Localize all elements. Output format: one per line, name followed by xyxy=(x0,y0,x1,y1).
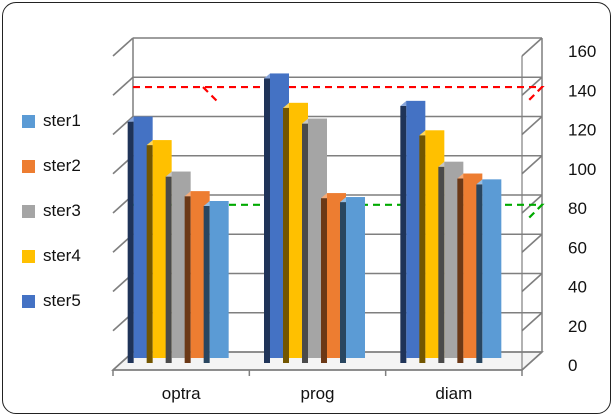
bar-side-face xyxy=(146,145,153,363)
bar-ster1-prog xyxy=(340,197,365,363)
x-tick-label-diam: diam xyxy=(435,384,472,403)
y-tick-label: 0 xyxy=(568,356,577,375)
bar-side-face xyxy=(340,202,346,363)
gridline-side-left xyxy=(112,37,134,57)
gridline-side xyxy=(521,233,543,253)
bar-side-face xyxy=(264,78,270,363)
reference-line-1 xyxy=(133,85,545,102)
x-tick-label-prog: prog xyxy=(300,384,334,403)
legend-swatch-ster2 xyxy=(22,160,35,173)
bar-side-face xyxy=(127,121,134,363)
bar-front-face xyxy=(346,197,365,358)
bar-side-face xyxy=(302,123,308,363)
y-tick-label: 160 xyxy=(568,42,596,61)
y-tick-label: 20 xyxy=(568,317,587,336)
bar-side-face xyxy=(283,107,289,363)
legend-label-ster4: ster4 xyxy=(43,246,81,265)
y-tick-label: 100 xyxy=(568,160,596,179)
y-tick-label: 60 xyxy=(568,238,587,257)
bar-side-face xyxy=(419,135,426,363)
y-tick-label: 120 xyxy=(568,121,596,140)
legend-label-ster1: ster1 xyxy=(43,111,81,130)
y-tick-label: 40 xyxy=(568,278,587,297)
legend-swatch-ster3 xyxy=(22,205,35,218)
legend-swatch-ster5 xyxy=(22,295,35,308)
gridline-side xyxy=(521,37,543,57)
bar-side-face xyxy=(165,176,172,363)
y-tick-label: 80 xyxy=(568,199,587,218)
gridline-side xyxy=(521,155,543,175)
gridline-side xyxy=(521,115,543,136)
x-tick-label-optra: optra xyxy=(162,384,201,403)
y-tick-label: 140 xyxy=(568,81,596,100)
legend-swatch-ster1 xyxy=(22,115,35,128)
gridline-side xyxy=(521,351,543,371)
bar-front-face xyxy=(209,201,229,358)
bar-side-face xyxy=(438,166,445,363)
bar-side-face xyxy=(203,206,210,363)
bar-side-face xyxy=(184,196,191,363)
bar-side-face xyxy=(321,198,327,363)
legend-swatch-ster4 xyxy=(22,250,35,263)
bar-side-face xyxy=(400,105,407,363)
legend-label-ster2: ster2 xyxy=(43,156,81,175)
bar-ster1-optra xyxy=(203,201,229,363)
legend-label-ster3: ster3 xyxy=(43,201,81,220)
gridline-side-left xyxy=(112,76,134,96)
bar-side-face xyxy=(476,184,483,363)
gridline-side xyxy=(521,312,543,332)
bar-ster1-diam xyxy=(476,179,502,363)
legend-label-ster5: ster5 xyxy=(43,291,81,310)
bar-side-face xyxy=(457,178,464,363)
gridline-side-left xyxy=(112,115,134,136)
reference-line-side-1 xyxy=(202,86,220,104)
bar-front-face xyxy=(482,179,502,358)
gridline-side xyxy=(521,272,543,293)
